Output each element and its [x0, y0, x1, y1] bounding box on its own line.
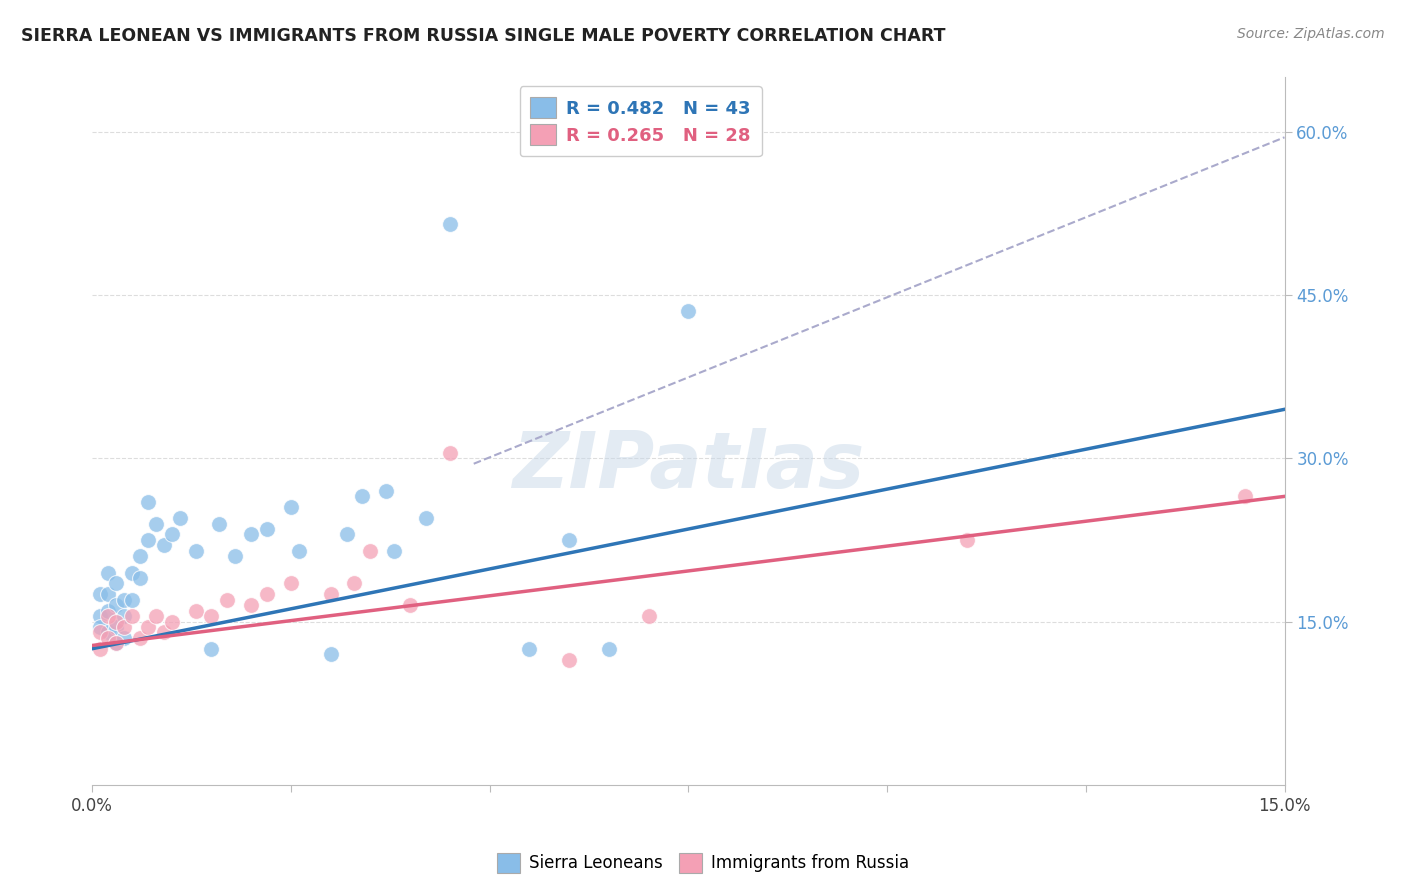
Point — [169, 511, 191, 525]
Point — [105, 636, 128, 650]
Point — [208, 516, 231, 531]
Point — [319, 587, 342, 601]
Point — [112, 631, 135, 645]
Legend: Sierra Leoneans, Immigrants from Russia: Sierra Leoneans, Immigrants from Russia — [491, 847, 915, 880]
Point — [136, 495, 159, 509]
Point — [217, 592, 239, 607]
Point — [200, 641, 222, 656]
Point — [145, 609, 167, 624]
Point — [128, 549, 150, 564]
Point — [128, 571, 150, 585]
Point — [105, 615, 128, 629]
Point — [121, 592, 143, 607]
Text: SIERRA LEONEAN VS IMMIGRANTS FROM RUSSIA SINGLE MALE POVERTY CORRELATION CHART: SIERRA LEONEAN VS IMMIGRANTS FROM RUSSIA… — [21, 27, 946, 45]
Point — [160, 615, 183, 629]
Text: Source: ZipAtlas.com: Source: ZipAtlas.com — [1237, 27, 1385, 41]
Point — [519, 641, 541, 656]
Point — [105, 620, 128, 634]
Point — [112, 620, 135, 634]
Point — [1233, 489, 1256, 503]
Point — [678, 304, 700, 318]
Point — [112, 609, 135, 624]
Point — [240, 527, 263, 541]
Point — [415, 511, 437, 525]
Point — [200, 609, 222, 624]
Point — [97, 609, 120, 624]
Point — [598, 641, 620, 656]
Point — [375, 483, 398, 498]
Point — [145, 516, 167, 531]
Point — [343, 576, 366, 591]
Point — [89, 609, 111, 624]
Point — [399, 598, 422, 612]
Point — [160, 527, 183, 541]
Point — [121, 609, 143, 624]
Point — [439, 218, 461, 232]
Point — [105, 636, 128, 650]
Point — [224, 549, 246, 564]
Point — [112, 592, 135, 607]
Point — [152, 538, 174, 552]
Point — [558, 533, 581, 547]
Point — [152, 625, 174, 640]
Point — [97, 587, 120, 601]
Point — [955, 533, 977, 547]
Point — [89, 641, 111, 656]
Point — [558, 652, 581, 666]
Point — [335, 527, 357, 541]
Point — [121, 566, 143, 580]
Text: ZIPatlas: ZIPatlas — [512, 428, 865, 505]
Point — [319, 647, 342, 661]
Point — [240, 598, 263, 612]
Point — [97, 625, 120, 640]
Point — [136, 533, 159, 547]
Point — [136, 620, 159, 634]
Point — [105, 598, 128, 612]
Point — [280, 500, 302, 515]
Point — [637, 609, 659, 624]
Point — [256, 587, 278, 601]
Point — [280, 576, 302, 591]
Point — [359, 543, 381, 558]
Point — [439, 446, 461, 460]
Point — [184, 604, 207, 618]
Point — [97, 604, 120, 618]
Point — [382, 543, 405, 558]
Legend: R = 0.482   N = 43, R = 0.265   N = 28: R = 0.482 N = 43, R = 0.265 N = 28 — [519, 87, 762, 156]
Point — [89, 620, 111, 634]
Point — [184, 543, 207, 558]
Point — [128, 631, 150, 645]
Point — [89, 587, 111, 601]
Point — [89, 625, 111, 640]
Point — [97, 566, 120, 580]
Point — [352, 489, 374, 503]
Point — [97, 631, 120, 645]
Point — [105, 576, 128, 591]
Point — [256, 522, 278, 536]
Point — [288, 543, 311, 558]
